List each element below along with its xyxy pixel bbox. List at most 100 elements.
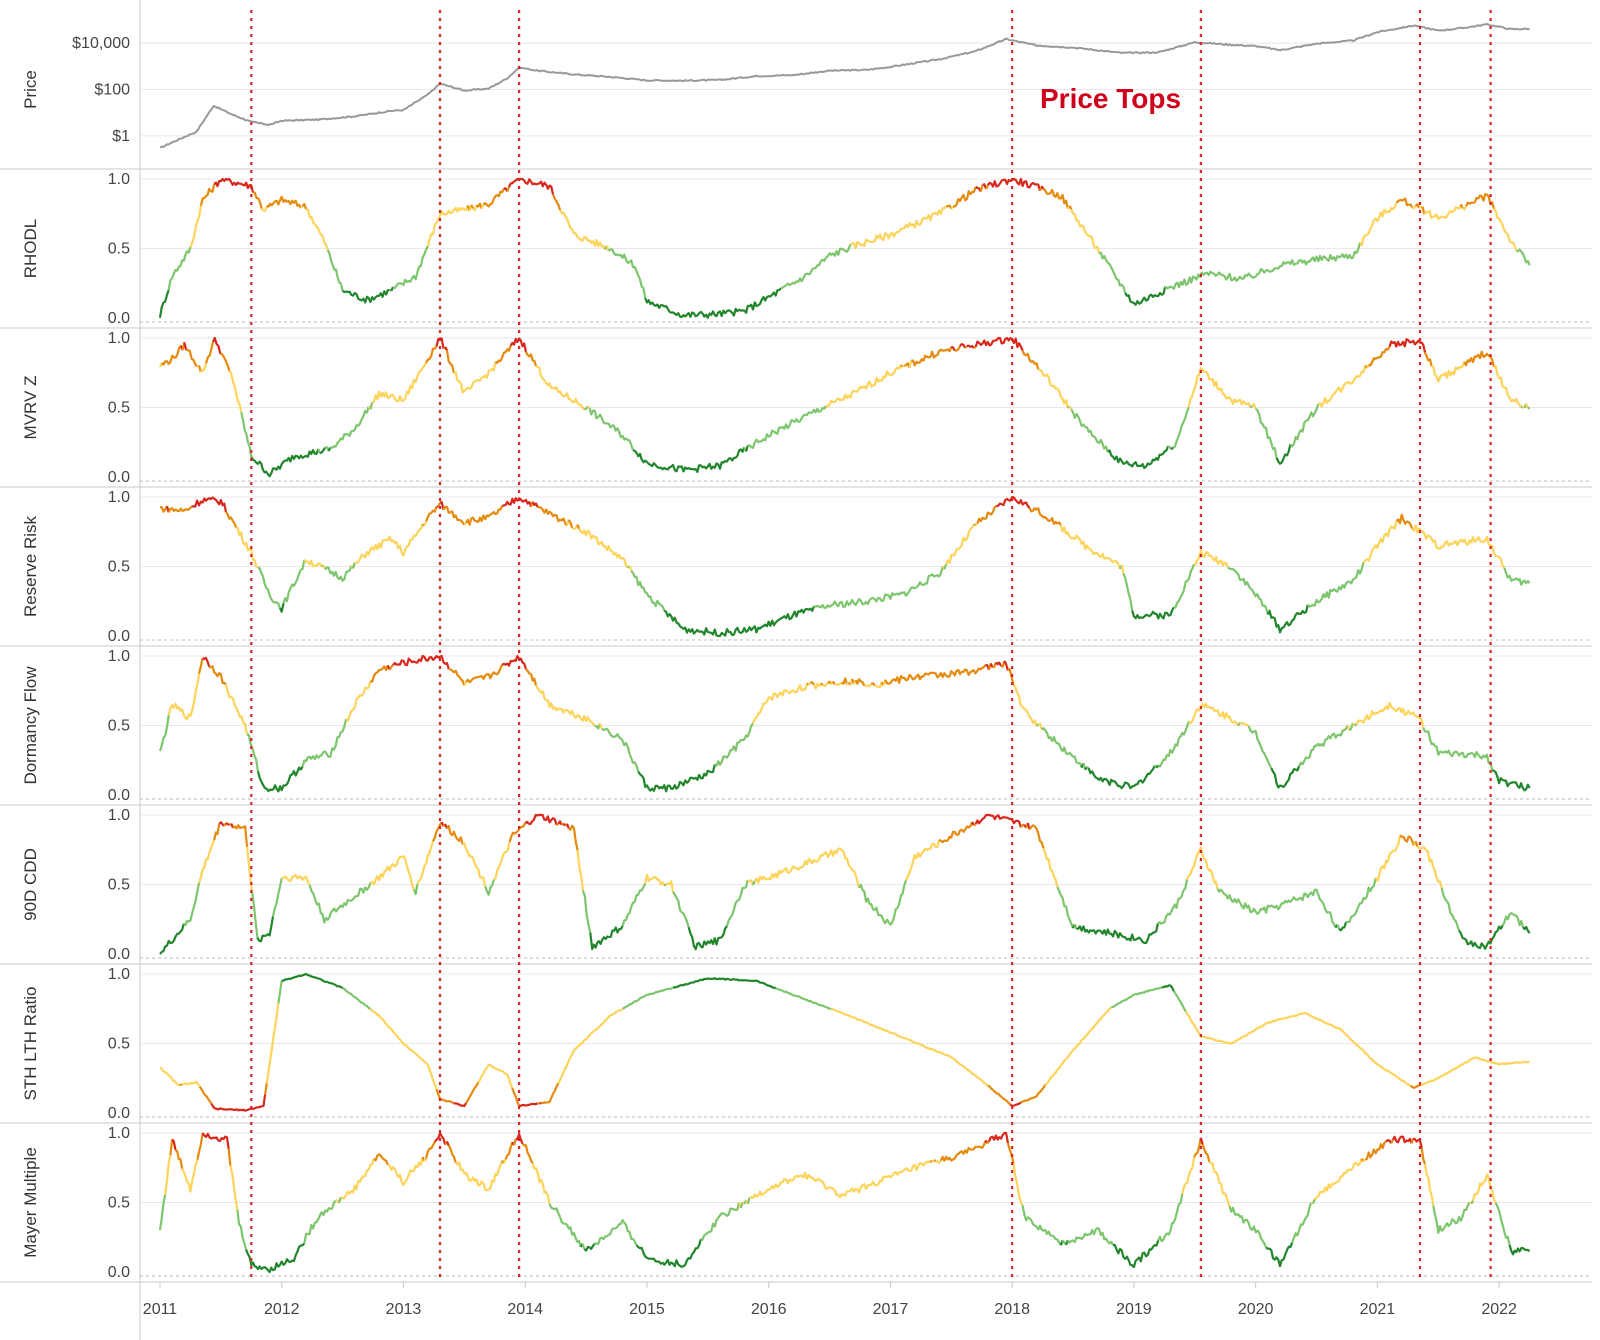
series-segment: [463, 681, 468, 687]
series-segment: [508, 177, 555, 195]
y-tick-label: 1.0: [108, 330, 130, 347]
series-segment: [251, 892, 259, 938]
series-segment: [1516, 248, 1531, 266]
series-segment: [1298, 724, 1349, 767]
series-segment: [260, 205, 268, 212]
series-segment: [1107, 445, 1170, 470]
series-segment: [232, 824, 249, 847]
series-segment: [841, 677, 849, 685]
series-segment: [412, 883, 419, 896]
series-segment: [387, 1156, 424, 1186]
series-segment: [1374, 835, 1402, 883]
series-segment: [1012, 683, 1038, 727]
series-segment: [240, 411, 253, 458]
series-segment: [812, 682, 822, 690]
series-segment: [973, 823, 977, 827]
series-segment: [229, 1165, 239, 1210]
series-segment: [435, 1088, 455, 1105]
series-segment: [858, 879, 908, 926]
series-segment: [524, 813, 558, 826]
x-tick-label: 2016: [751, 1301, 787, 1318]
series-segment: [453, 1102, 468, 1108]
y-tick-label: 1.0: [108, 966, 130, 983]
series-segment: [954, 345, 961, 352]
series-segment: [725, 879, 749, 927]
series-segment: [1440, 887, 1461, 931]
series-segment: [945, 523, 975, 565]
series-segment: [416, 840, 435, 885]
panel-label-3: Reserve Risk: [21, 515, 40, 617]
series-segment: [369, 402, 374, 410]
series-segment: [567, 824, 579, 851]
series-segment: [635, 1238, 702, 1268]
series-segment: [1110, 986, 1163, 1009]
series-segment: [1465, 193, 1495, 209]
series-segment: [1070, 208, 1101, 254]
series-segment: [854, 678, 866, 687]
y-tick-label: 1.0: [108, 1125, 130, 1142]
series-segment: [213, 177, 255, 193]
y-tick-label: $10,000: [72, 35, 130, 52]
series-segment: [159, 505, 168, 513]
series-segment: [282, 559, 306, 604]
series-segment: [1247, 725, 1273, 769]
series-segment: [1522, 925, 1531, 934]
series-segment: [966, 344, 975, 349]
series-segment: [1003, 660, 1009, 671]
series-segment: [432, 821, 443, 842]
series-segment: [911, 346, 953, 367]
series-segment: [245, 846, 254, 893]
series-segment: [1414, 203, 1421, 209]
series-segment: [445, 1141, 450, 1147]
series-segment: [271, 877, 283, 917]
series-segment: [504, 1141, 514, 1160]
series-segment: [1188, 702, 1240, 727]
series-segment: [587, 405, 591, 409]
panel-label-4: Dormancy Flow: [21, 666, 40, 785]
y-tick-label: 0.0: [108, 310, 130, 327]
series-segment: [1201, 1144, 1211, 1163]
series-segment: [225, 684, 249, 735]
panel-label-7: Mayer Multiple: [21, 1147, 40, 1258]
series-segment: [279, 603, 285, 613]
series-segment: [169, 1139, 174, 1156]
series-segment: [567, 519, 574, 529]
series-segment: [775, 987, 832, 1011]
series-segment: [995, 661, 1002, 667]
series-segment: [159, 1066, 181, 1087]
x-tick-label: 2022: [1481, 1301, 1517, 1318]
series-segment: [747, 405, 828, 449]
series-segment: [213, 823, 221, 841]
series-segment: [1463, 350, 1495, 368]
series-segment: [1355, 701, 1425, 729]
series-segment: [904, 362, 911, 369]
series-segment: [535, 684, 596, 727]
series-segment: [576, 850, 585, 891]
series-segment: [511, 1087, 521, 1107]
y-tick-label: 1.0: [108, 171, 130, 188]
series-segment: [1042, 847, 1059, 888]
series-segment: [183, 342, 188, 351]
y-tick-label: 1.0: [108, 807, 130, 824]
series-segment: [1289, 403, 1320, 448]
series-segment: [1338, 921, 1348, 932]
series-segment: [392, 245, 429, 290]
y-tick-label: 0.5: [108, 718, 130, 735]
series-segment: [581, 1243, 586, 1250]
series-segment: [1185, 846, 1219, 889]
series-segment: [484, 879, 495, 896]
series-segment: [551, 193, 562, 211]
series-segment: [392, 654, 450, 670]
series-segment: [493, 841, 511, 881]
series-segment: [1251, 403, 1257, 410]
series-segment: [342, 987, 371, 1010]
series-segment: [506, 186, 511, 192]
series-segment: [227, 1149, 232, 1166]
series-segment: [537, 506, 568, 527]
series-segment: [1471, 1173, 1497, 1204]
series-segment: [1076, 923, 1159, 945]
series-segment: [425, 1141, 436, 1159]
series-segment: [751, 880, 756, 886]
series-segment: [369, 1008, 438, 1090]
series-segment: [480, 204, 485, 210]
